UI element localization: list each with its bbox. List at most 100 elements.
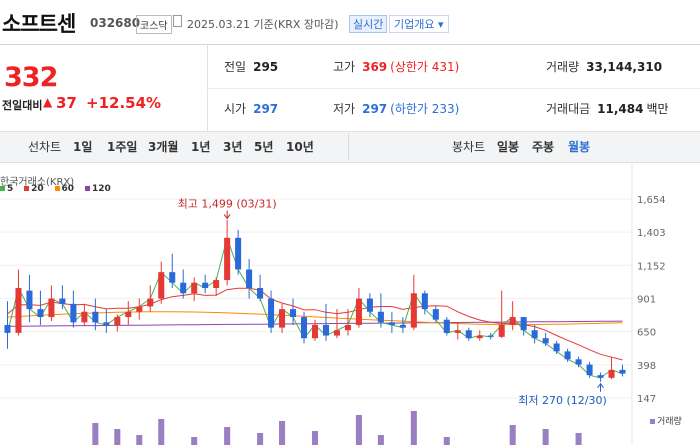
candle-body [311,324,319,339]
candle-body [377,311,384,323]
stat-trade-value: 거래대금 11,484 백만 [546,102,669,116]
candle-body [454,330,461,333]
candle-chart-button[interactable]: 봉차트 [452,140,486,154]
candle-body [290,309,297,318]
interval-daily[interactable]: 일봉 [497,140,520,154]
candle-body [26,290,33,310]
stock-name: 소프트센 [2,12,76,36]
y-tick-label: 398 [637,361,656,372]
candle-body [268,298,275,328]
candle-body [399,324,406,328]
volume-bar [410,411,417,445]
legend-ma20: 20 [24,184,44,194]
candle-body [355,298,362,325]
candle-body [246,269,253,289]
candle-body [191,282,198,294]
candle-body [103,322,110,325]
company-overview-button[interactable]: 기업개요 ▾ [389,15,449,33]
candle-body [608,369,615,378]
candle-body [498,324,505,337]
change-label: 전일대비 [2,99,43,112]
stats-divider [207,88,700,89]
chart-toolbar [0,131,700,163]
legend-ma5: 5 [0,184,13,194]
change-percent: +12.54% [86,94,162,112]
candle-body [4,324,11,333]
candle-body [432,309,439,320]
candle-body [213,280,220,289]
volume-bar [158,419,165,445]
max-price-label: 최고 1,499 (03/31) [178,197,277,210]
period-10y[interactable]: 10년 [286,140,314,154]
candle-body [136,306,143,312]
candle-body [147,298,154,307]
y-tick-label: 650 [637,328,656,339]
candle-body [597,375,604,378]
volume-bar [377,435,384,445]
candle-body [388,322,395,325]
y-tick-label: 1,654 [637,195,666,206]
candle-body [410,293,417,328]
candle-body [279,309,286,328]
stock-header: 소프트센 032680 코스닥 2025.03.21 기준(KRX 장마감) 실… [0,0,700,45]
toolbar-divider [348,133,349,160]
volume-bar [311,431,319,445]
period-1w[interactable]: 1주일 [107,140,138,154]
candle-body [531,330,538,339]
document-icon[interactable] [173,15,182,27]
stock-code: 032680 [90,16,141,30]
candle-body [224,237,231,281]
candle-body [542,338,549,344]
line-chart-button[interactable]: 선차트 [28,140,62,154]
up-arrow-icon: ▲ [43,95,53,109]
period-1d[interactable]: 1일 [73,140,93,154]
volume-bar [509,425,516,445]
volume-bar [224,427,231,445]
period-1y[interactable]: 1년 [191,140,211,154]
candle-body [59,298,66,304]
volume-bar [443,437,450,445]
realtime-button[interactable]: 실시간 [349,15,388,33]
stat-prev-close: 전일 295 [224,60,279,74]
period-3y[interactable]: 3년 [223,140,243,154]
candle-body [202,282,209,289]
candle-body [37,309,44,318]
period-3m[interactable]: 3개월 [148,140,179,154]
candle-body [509,317,516,325]
candle-body [70,303,77,323]
y-tick-label: 147 [637,394,656,405]
candle-body [92,311,99,323]
y-tick-label: 901 [637,294,656,305]
volume-bar [114,429,121,445]
current-price: 332 [4,62,58,93]
candle-body [520,317,527,331]
candle-body [15,288,22,333]
chart-legend: 5 20 60 120 [0,184,119,194]
volume-bar [191,437,198,445]
interval-weekly[interactable]: 주봉 [532,140,555,154]
max-arrow-icon [223,214,231,220]
candle-body [476,335,483,339]
candle-body [235,237,242,270]
candle-body [487,335,494,337]
volume-bar [257,433,264,445]
market-badge: 코스닥 [136,15,172,34]
candle-body [158,272,165,299]
candle-body [300,317,308,339]
candle-body [344,324,351,331]
volume-bar [136,435,143,445]
price-chart[interactable]: 1,654 1,403 1,152 901 650 398 147 최고 1,499 (03/… [0,161,700,445]
candle-body [180,282,187,294]
stat-low: 저가 297 (하한가 233) [333,102,460,116]
y-tick-label: 1,403 [637,228,666,239]
legend-ma60: 60 [54,184,74,194]
basis-date: 2025.03.21 기준(KRX 장마감) [187,18,339,31]
candle-body [443,319,450,333]
volume-bar [575,433,582,445]
candle-body [586,364,593,376]
volume-legend: 거래량 [650,414,682,427]
period-5y[interactable]: 5년 [254,140,274,154]
candle-body [257,288,264,299]
interval-monthly[interactable]: 월봉 [568,140,591,154]
stat-open: 시가 297 [224,102,279,116]
